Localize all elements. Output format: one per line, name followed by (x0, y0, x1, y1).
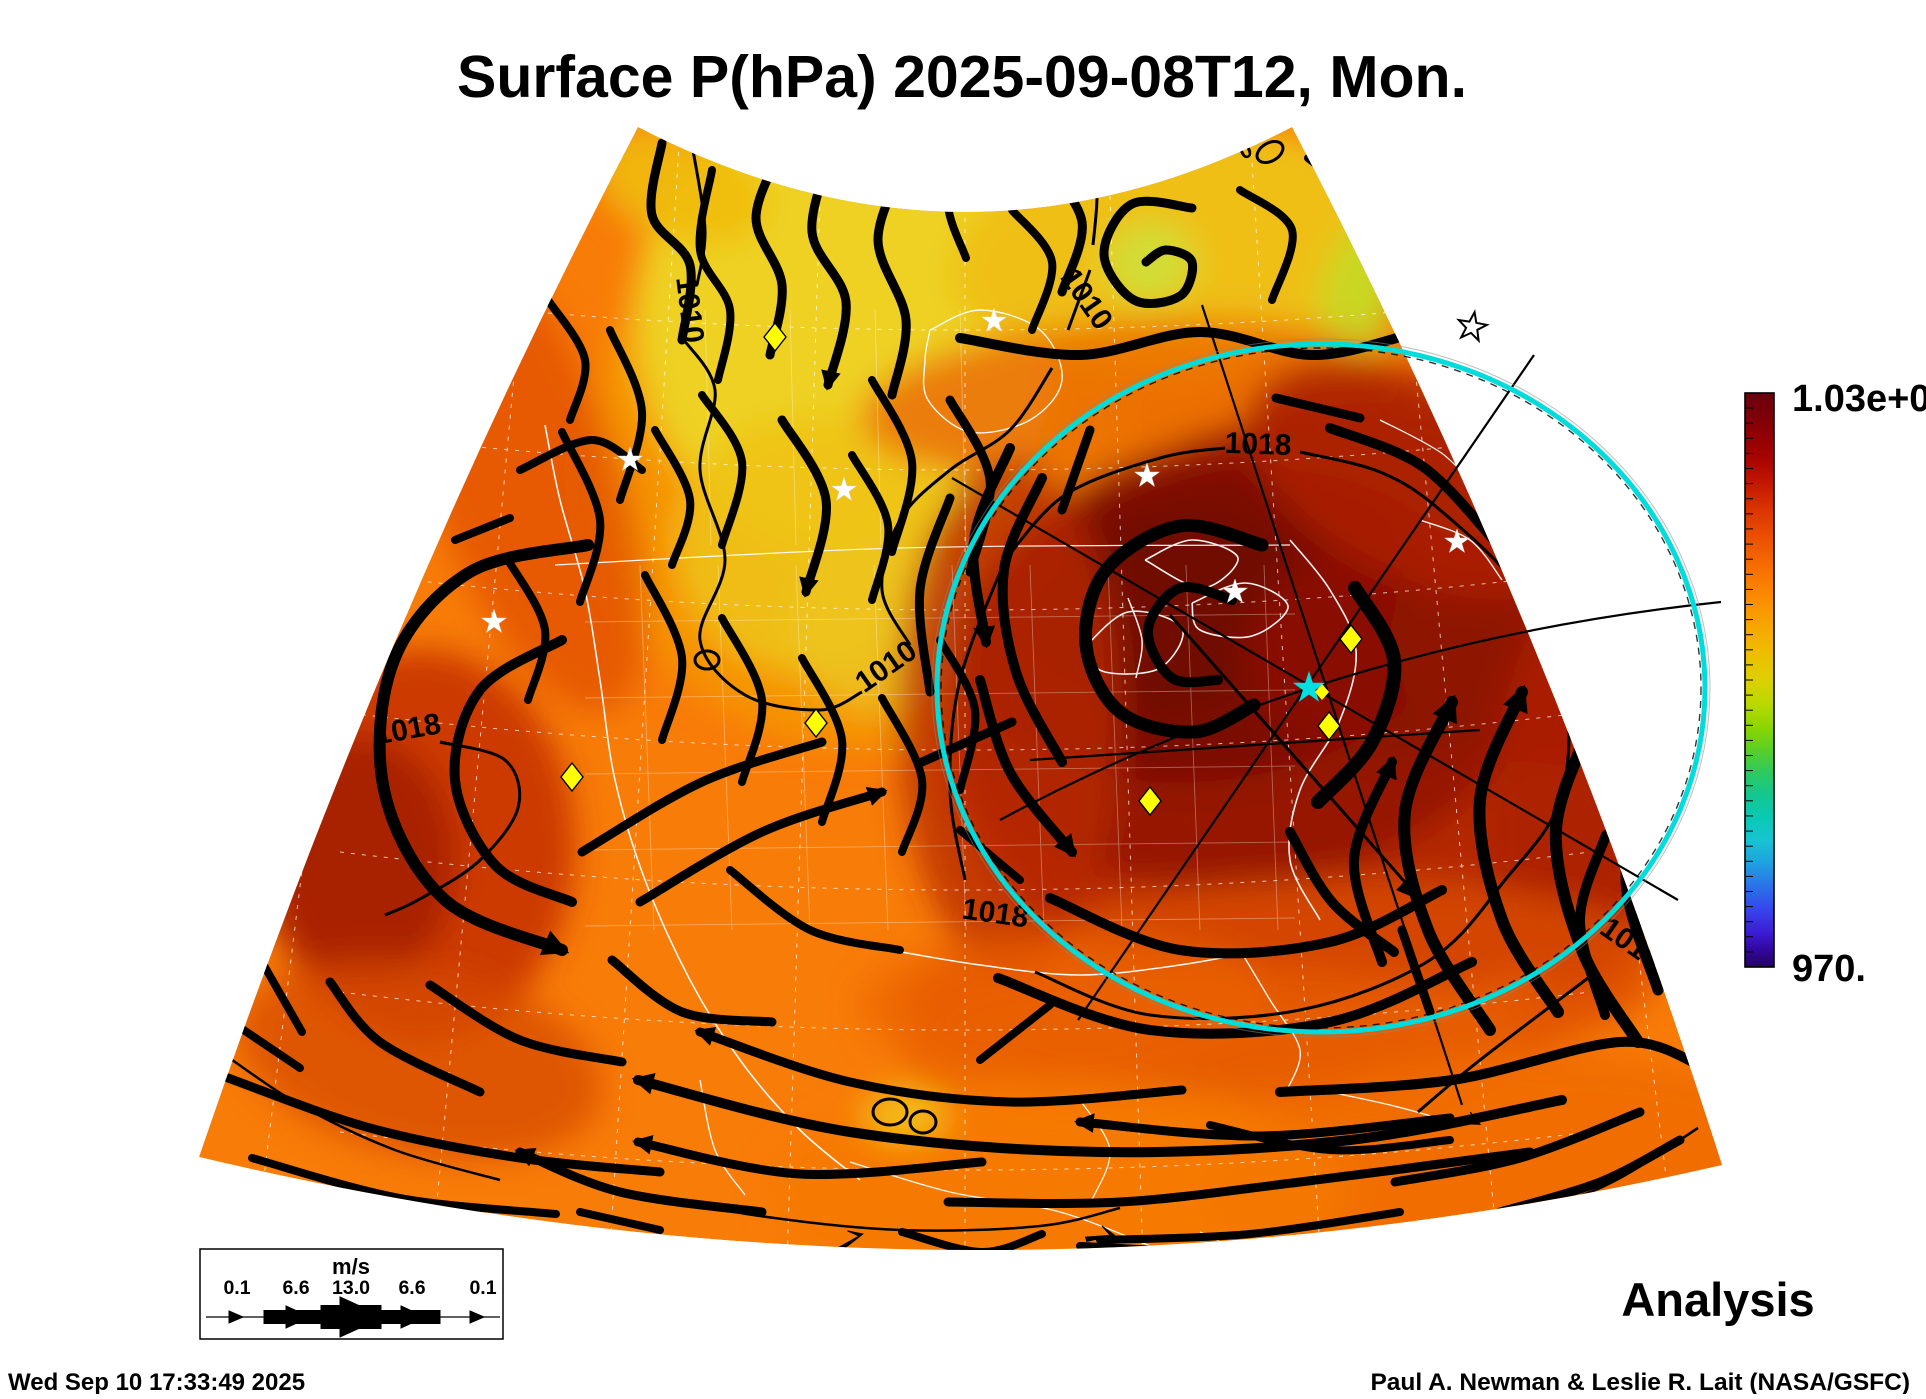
svg-text:13.0: 13.0 (332, 1277, 370, 1299)
svg-text:0.1: 0.1 (223, 1277, 250, 1299)
svg-text:Wed Sep 10 17:33:49 2025: Wed Sep 10 17:33:49 2025 (8, 1369, 305, 1394)
svg-text:6.6: 6.6 (398, 1277, 425, 1299)
svg-text:Paul A. Newman & Leslie R. Lai: Paul A. Newman & Leslie R. Lait (NASA/GS… (1370, 1369, 1910, 1394)
svg-text:Surface P(hPa) 2025-09-08T12,: Surface P(hPa) 2025-09-08T12, Mon. (457, 44, 1467, 110)
svg-text:0.1: 0.1 (469, 1277, 496, 1299)
svg-text:m/s: m/s (332, 1254, 370, 1279)
svg-text:1.03e+03: 1.03e+03 (1792, 378, 1926, 420)
svg-text:1018: 1018 (1224, 427, 1292, 462)
svg-text:6.6: 6.6 (282, 1277, 309, 1299)
svg-text:970.: 970. (1792, 948, 1866, 990)
svg-text:Analysis: Analysis (1621, 1273, 1814, 1326)
